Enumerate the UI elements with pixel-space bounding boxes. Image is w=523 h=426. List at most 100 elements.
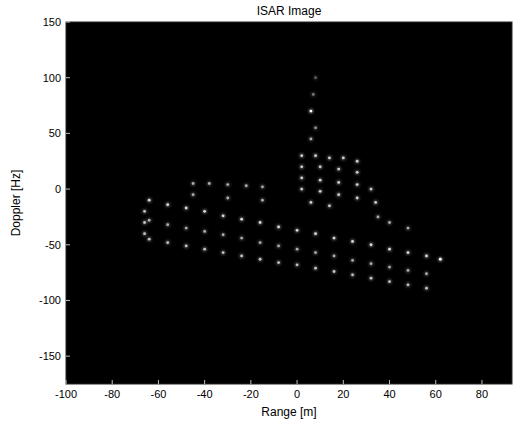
scatterer [143,210,146,213]
scatterer [296,263,299,266]
plot-background [66,22,512,384]
scatterer [208,182,211,185]
scatterer [192,182,195,185]
y-tick [66,300,70,301]
scatterer-glow [142,231,147,236]
scatterer [356,197,359,200]
scatterer-glow [313,125,318,130]
scatterer [296,248,299,251]
x-tick-label: 60 [430,388,442,400]
scatterer-glow [202,209,207,214]
y-tick [66,77,70,78]
scatterer-glow [424,286,429,291]
scatterer [425,272,428,275]
scatterer-glow [368,242,373,247]
scatterer-glow [387,264,392,269]
scatterer [296,229,299,232]
scatterer-glow [190,192,195,197]
scatterer [277,244,280,247]
scatterer [370,188,373,191]
y-tick [66,356,70,357]
scatterer-glow [244,183,249,188]
scatterer [203,248,206,251]
scatterer-glow [299,164,304,169]
scatterer [407,251,410,254]
scatterer [240,218,243,221]
scatterer-glow [147,198,152,203]
scatterer [148,219,151,222]
scatterer-glow [147,237,152,242]
scatterer-glow [331,269,336,274]
scatterer [310,201,313,204]
y-axis-title: Doppler [Hz] [9,170,23,237]
scatterer-glow [308,136,313,141]
scatterer [259,241,262,244]
x-tick-label: 0 [294,388,300,400]
scatterer-glow [184,243,189,248]
scatterer [425,255,428,258]
scatterer-glow [258,257,263,262]
scatterer-glow [336,180,341,185]
scatterer-glow [331,253,336,258]
y-tick-label: 0 [55,183,61,195]
scatterer [226,197,229,200]
scatterer [277,226,280,229]
x-tick [204,380,205,384]
scatterer-glow [336,166,341,171]
scatterer-glow [368,186,373,191]
scatterer [222,251,225,254]
scatterer [143,221,146,224]
scatterer [388,266,391,269]
scatterer-glow [405,268,410,273]
scatterer [333,270,336,273]
scatterer [300,177,303,180]
y-tick-label: -100 [39,294,61,306]
scatterer [328,156,331,159]
scatterer [333,255,336,258]
scatterer [337,181,340,184]
scatterer-glow [239,235,244,240]
scatterer-glow [260,198,265,203]
scatterer [356,160,359,163]
x-tick [250,380,251,384]
scatterer-glow [276,243,281,248]
scatterer [351,259,354,262]
scatterer-glow [327,203,332,208]
scatterer-glow [313,153,318,158]
scatterer [259,221,262,224]
scatterer [143,232,146,235]
x-tick-label: -60 [150,388,166,400]
scatterer [388,221,391,224]
plot-frame [66,22,512,384]
x-tick [112,380,113,384]
scatterer [314,126,317,129]
scatterer-glow [331,235,336,240]
scatterer [261,185,264,188]
scatterer-glow [239,217,244,222]
scatterer-glow [313,75,318,80]
scatterer-glow [387,247,392,252]
scatterer [351,240,354,243]
scatterer-glow [373,200,378,205]
scatterer-glow [375,214,380,219]
scatterer-glow [350,258,355,263]
scatterer [370,277,373,280]
scatterer [439,258,442,261]
scatterer-glow [165,222,170,227]
scatterer-glow [221,213,226,218]
title: ISAR Image [257,4,322,18]
scatterer [240,237,243,240]
scatterer-glow [294,262,299,267]
scatterer [203,210,206,213]
scatterer [203,230,206,233]
scatterer-glow [350,272,355,277]
scatterer [374,201,377,204]
scatterer [300,154,303,157]
scatterer [185,207,188,210]
scatterer [312,93,315,96]
scatterer-glow [318,189,323,194]
chart: -100-80-60-40-20020406080-150-100-500501… [0,0,523,426]
scatterer-glow [184,225,189,230]
scatterer [356,183,359,186]
x-tick-label: -20 [243,388,259,400]
